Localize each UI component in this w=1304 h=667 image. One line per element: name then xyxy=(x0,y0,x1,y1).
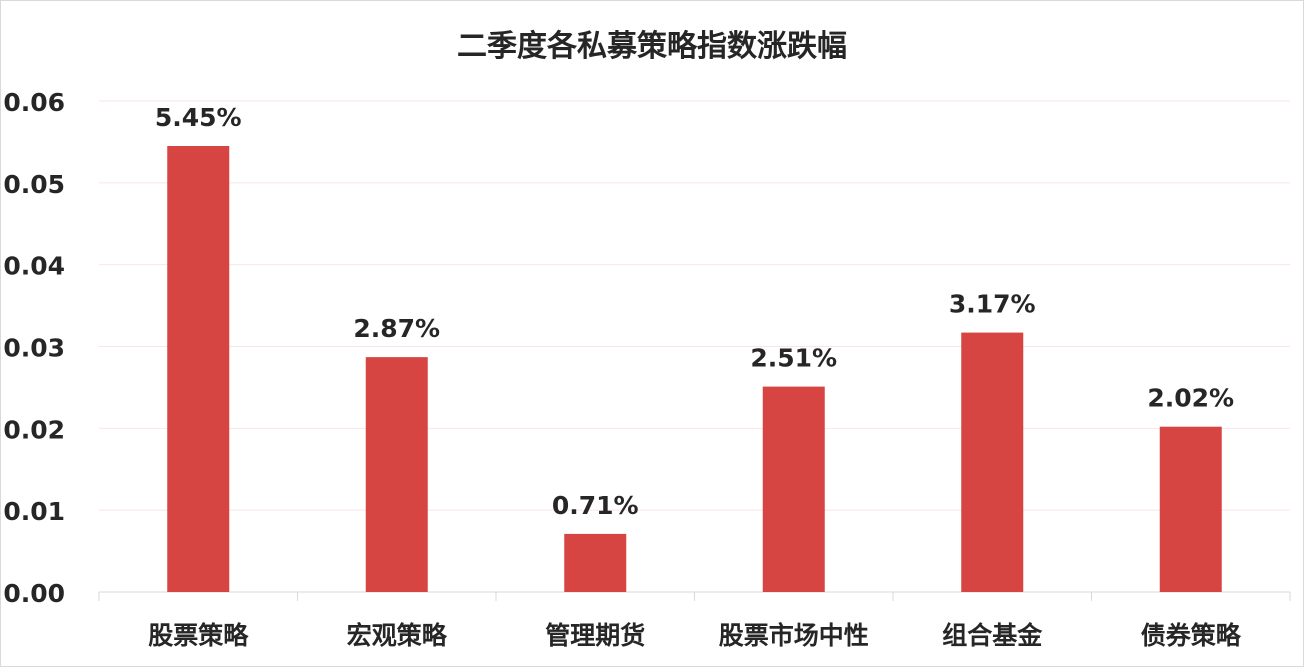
data-label: 2.87% xyxy=(353,314,440,343)
x-tick-label: 债券策略 xyxy=(1141,621,1242,650)
y-tick-label: 0.01 xyxy=(3,497,65,526)
y-tick-label: 0.06 xyxy=(3,88,65,117)
y-tick-label: 0.02 xyxy=(3,415,65,444)
x-tick-label: 组合基金 xyxy=(942,621,1043,650)
chart-title: 二季度各私募策略指数涨跌幅 xyxy=(457,29,847,64)
bar xyxy=(564,533,627,592)
x-tick-label: 宏观策略 xyxy=(347,621,448,650)
bar xyxy=(365,357,428,592)
bar xyxy=(961,332,1024,592)
data-label: 2.51% xyxy=(750,344,837,373)
x-tick-label: 管理期货 xyxy=(545,621,645,650)
x-tick-label: 股票策略 xyxy=(148,621,249,650)
data-label: 3.17% xyxy=(949,290,1036,319)
y-tick-label: 0.05 xyxy=(3,170,65,199)
y-tick-label: 0.03 xyxy=(3,334,65,363)
bar xyxy=(762,386,825,592)
bar xyxy=(1159,426,1222,592)
x-tick-label: 股票市场中性 xyxy=(719,621,869,650)
bar xyxy=(167,146,230,592)
y-tick-label: 0.04 xyxy=(3,252,65,281)
data-label: 5.45% xyxy=(155,103,242,132)
data-label: 2.02% xyxy=(1147,384,1234,413)
data-label: 0.71% xyxy=(552,491,639,520)
y-tick-label: 0.00 xyxy=(3,579,65,608)
